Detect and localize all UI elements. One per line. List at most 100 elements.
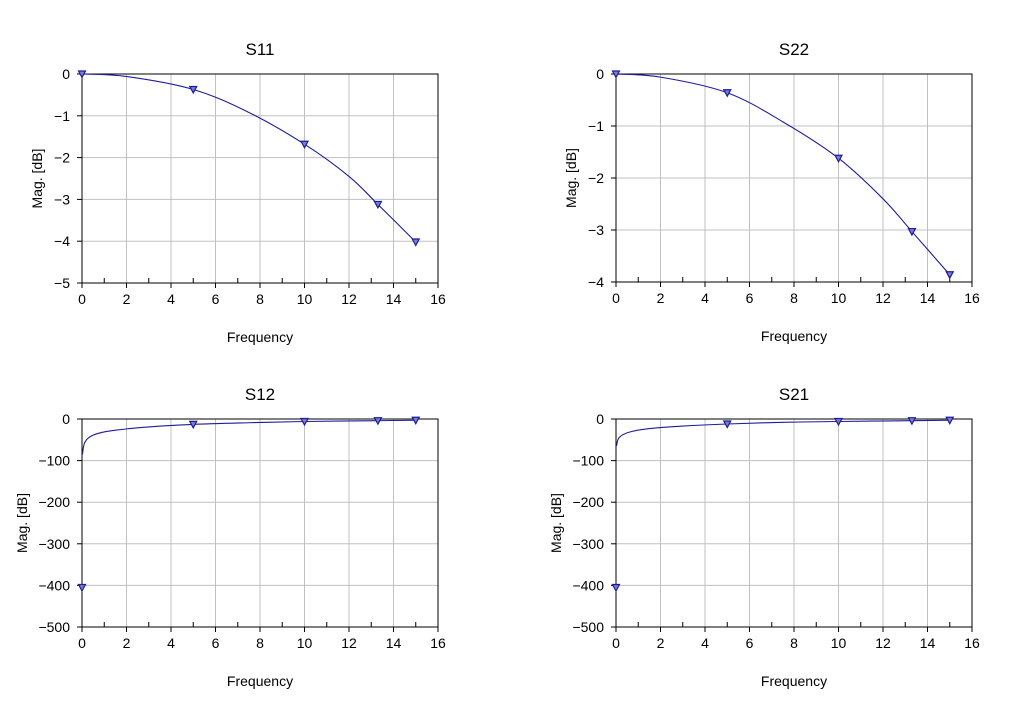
x-axis-label-s11: Frequency [227, 329, 293, 345]
data-point-marker [722, 420, 732, 429]
data-point-marker [833, 417, 844, 427]
data-point-marker [188, 85, 198, 95]
grid-s11 [82, 74, 438, 283]
x-tick-label: 8 [790, 290, 798, 306]
data-point-marker [299, 417, 310, 427]
y-tick-label: −4 [54, 233, 70, 249]
x-tick-label: 0 [78, 291, 86, 307]
y-tick-label: −4 [588, 274, 604, 290]
x-tick-label: 12 [875, 635, 891, 651]
panel-s12: 0 2 4 6 8 10 12 14 16 0 −100 −200 −300 −400 −500 S12 Fre… [14, 385, 446, 689]
x-tick-label: 12 [341, 291, 357, 307]
y-tick-label: −3 [54, 191, 70, 207]
y-tick-label: 0 [62, 66, 70, 82]
x-axis-label-s21: Frequency [761, 673, 827, 689]
x-tick-label: 16 [964, 635, 980, 651]
y-tick-label: −400 [38, 577, 70, 593]
series-line-s12 [81, 419, 416, 455]
y-tick-label: −400 [572, 577, 604, 593]
plot-title-s12: S12 [245, 385, 275, 404]
y-tick-label: 0 [596, 66, 604, 82]
y-tick-label: −1 [54, 108, 70, 124]
x-tick-label: 10 [831, 635, 847, 651]
y-tick-label: −5 [54, 275, 70, 291]
y-tick-label: −500 [572, 619, 604, 635]
x-tick-label: 12 [875, 290, 891, 306]
x-tick-label: 12 [341, 635, 357, 651]
panel-s21: 0 2 4 6 8 10 12 14 16 0 −100 −200 −300 −400 −500 S21 Fre… [548, 385, 980, 689]
y-tick-label: −500 [38, 619, 70, 635]
series-line-s11 [81, 73, 417, 243]
x-tick-label: 0 [78, 635, 86, 651]
y-tick-label: −100 [38, 453, 70, 469]
y-axis-label-s12: Mag. [dB] [14, 493, 30, 553]
x-tick-label: 4 [167, 291, 175, 307]
grid-s12 [82, 419, 438, 627]
panel-s11: 0 2 4 6 8 10 12 14 16 0 −1 −2 −3 −4 −5 S11 Frequency Mag.… [29, 40, 446, 345]
data-point-marker [373, 200, 383, 210]
data-point-marker [945, 416, 955, 426]
data-point-marker [611, 70, 621, 79]
y-tick-label: −100 [572, 453, 604, 469]
data-point-marker [833, 154, 844, 164]
x-tick-label: 4 [701, 635, 709, 651]
data-point-marker [411, 416, 421, 426]
x-tick-label: 6 [746, 635, 754, 651]
x-tick-label: 6 [746, 290, 754, 306]
x-tick-label: 2 [123, 635, 131, 651]
plot-title-s11: S11 [246, 40, 275, 59]
data-point-marker [77, 70, 87, 79]
x-tick-label: 14 [386, 635, 402, 651]
x-tick-label: 16 [430, 635, 446, 651]
x-tick-label: 2 [657, 635, 665, 651]
y-tick-label: −200 [572, 494, 604, 510]
x-tick-label: 6 [212, 291, 220, 307]
series-line-s22 [615, 73, 951, 276]
data-point-marker [299, 140, 310, 149]
x-tick-label: 10 [831, 290, 847, 306]
x-tick-label: 14 [920, 635, 936, 651]
y-axis-label-s21: Mag. [dB] [548, 493, 564, 553]
x-axis-label-s22: Frequency [761, 328, 827, 344]
y-tick-label: −200 [38, 494, 70, 510]
grid-s21 [616, 419, 972, 627]
y-tick-label: −2 [588, 170, 604, 186]
y-tick-label: 0 [62, 411, 70, 427]
panel-s22: 0 2 4 6 8 10 12 14 16 0 −1 −2 −3 −4 S22 Frequency Mag. [… [563, 40, 980, 344]
data-point-marker [907, 227, 917, 237]
x-tick-label: 14 [386, 291, 402, 307]
x-tick-label: 8 [256, 291, 264, 307]
data-point-marker [373, 417, 383, 426]
x-tick-label: 4 [167, 635, 175, 651]
y-tick-label: −1 [588, 118, 604, 134]
data-point-marker [907, 417, 917, 426]
plot-title-s22: S22 [779, 40, 809, 59]
data-point-marker [722, 89, 732, 98]
x-tick-label: 10 [297, 635, 313, 651]
x-tick-label: 2 [657, 290, 665, 306]
x-tick-label: 14 [920, 290, 936, 306]
x-tick-label: 16 [430, 291, 446, 307]
x-tick-label: 8 [790, 635, 798, 651]
x-tick-label: 4 [701, 290, 709, 306]
x-tick-label: 6 [212, 635, 220, 651]
x-tick-label: 0 [612, 290, 620, 306]
y-tick-label: −3 [588, 222, 604, 238]
x-tick-label: 8 [256, 635, 264, 651]
series-line-s21 [615, 419, 950, 447]
y-tick-label: 0 [596, 411, 604, 427]
grid-s22 [616, 74, 972, 282]
x-axis-label-s12: Frequency [227, 673, 293, 689]
x-tick-label: 0 [612, 635, 620, 651]
y-axis-label-s11: Mag. [dB] [29, 149, 45, 209]
data-point-marker [411, 238, 421, 247]
y-tick-label: −300 [38, 536, 70, 552]
data-point-marker [188, 420, 198, 430]
x-tick-label: 2 [123, 291, 131, 307]
x-tick-label: 10 [297, 291, 313, 307]
data-point-marker [945, 271, 955, 280]
plot-title-s21: S21 [779, 385, 809, 404]
y-axis-label-s22: Mag. [dB] [563, 148, 579, 208]
data-point-marker [77, 583, 87, 593]
